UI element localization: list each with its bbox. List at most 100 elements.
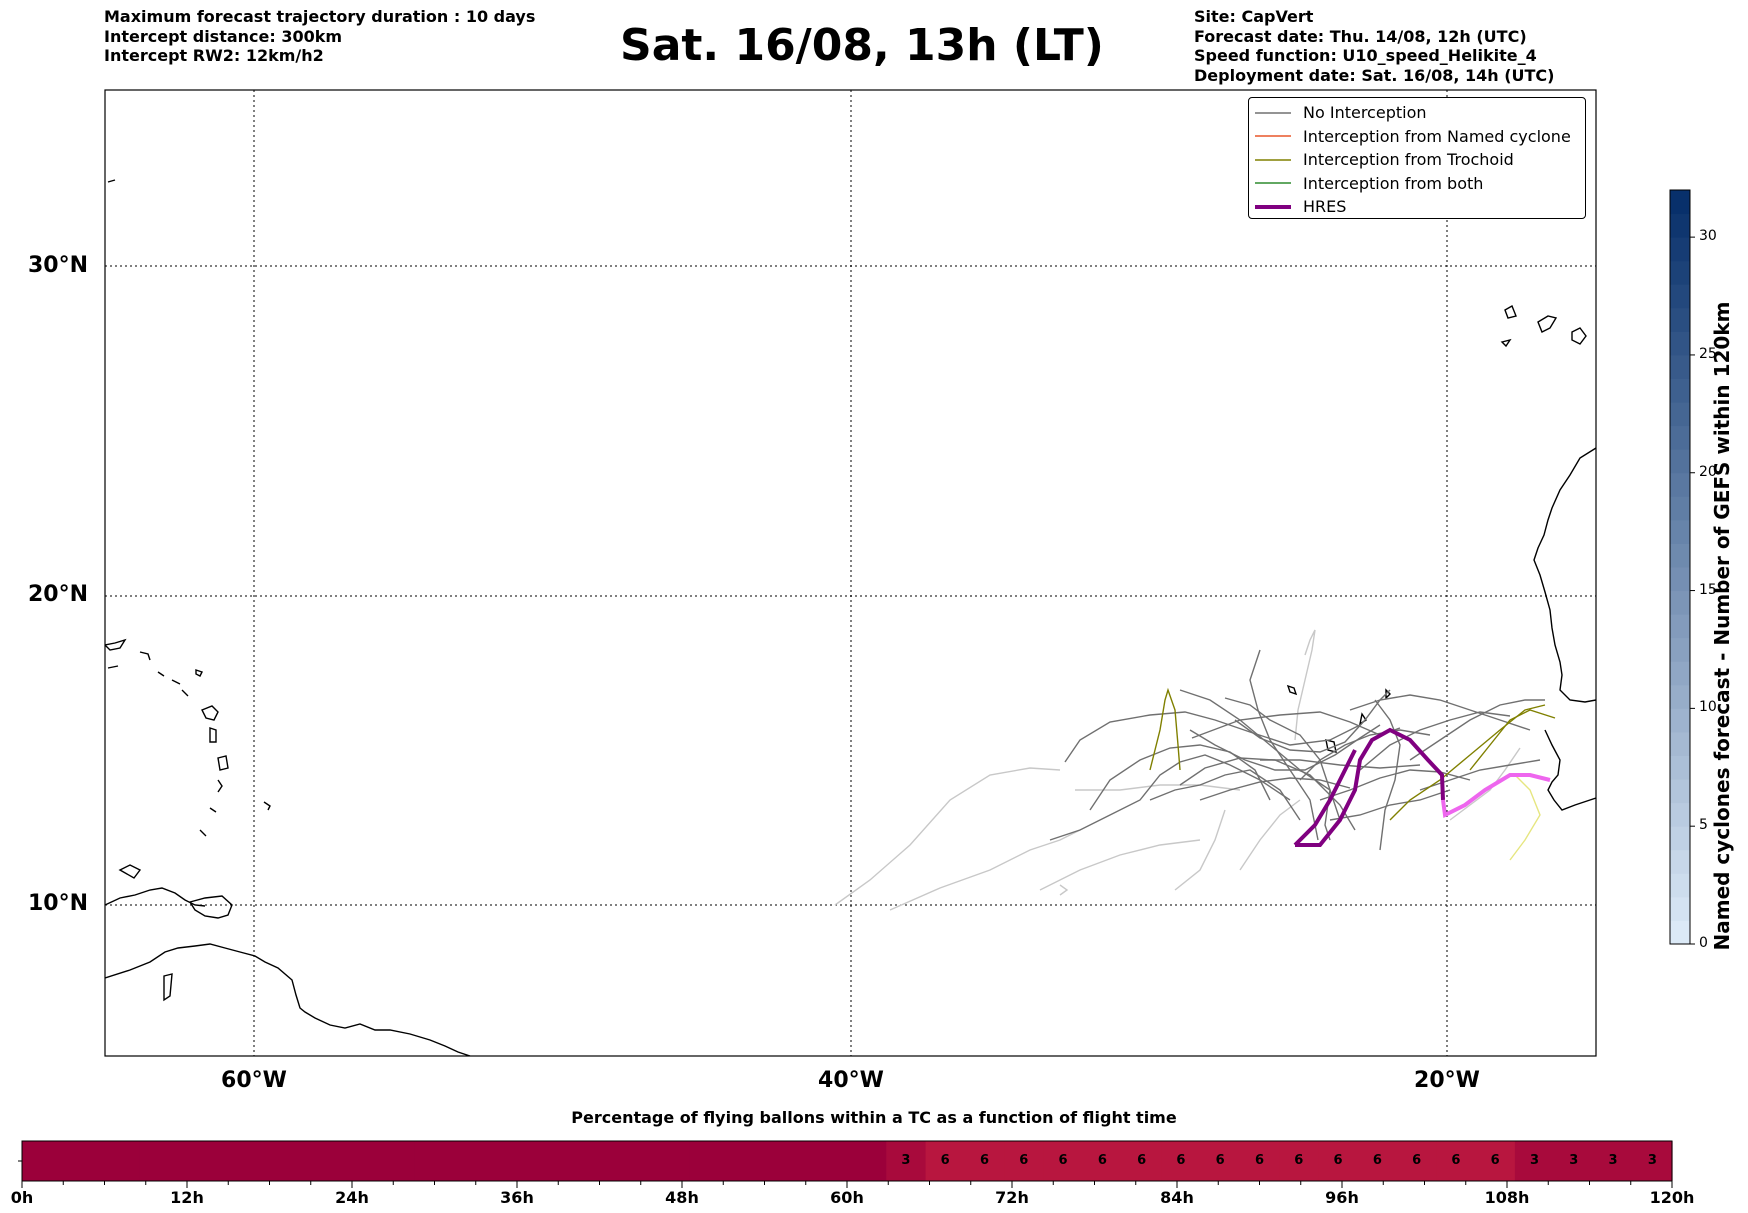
- cuba-fragment: [105, 638, 127, 651]
- timeline-cell-label: 6: [1451, 1153, 1461, 1168]
- trajectory-line: [1039, 839, 1201, 891]
- trajectory-line: [1149, 769, 1301, 821]
- colorbar-segment: [1670, 472, 1690, 497]
- legend-item-both: Interception from both: [1255, 173, 1484, 193]
- trajectory-line: [1319, 769, 1471, 801]
- timeline-cell: [61, 1141, 102, 1181]
- colorbar-segment: [1670, 307, 1690, 332]
- island-8: [118, 864, 142, 879]
- timeline-cell-label: 6: [1412, 1153, 1422, 1168]
- timeline-cell: [532, 1141, 573, 1181]
- timeline-cell: [1200, 1141, 1241, 1181]
- timeline-cell: [139, 1141, 180, 1181]
- colorbar-segment: [1670, 920, 1690, 945]
- trajectory-line: [1064, 711, 1361, 763]
- timeline-title: Percentage of flying ballons within a TC…: [571, 1108, 1177, 1127]
- tc-timeline-bar: [18, 1140, 1673, 1188]
- page-title: Sat. 16/08, 13h (LT): [620, 20, 1104, 71]
- timeline-tick-label: 0h: [10, 1188, 34, 1207]
- timeline-cell-label: 6: [1254, 1153, 1264, 1168]
- trajectory-line: [1374, 699, 1401, 851]
- trajectory-line: [1295, 727, 1445, 847]
- colorbar-segment: [1670, 708, 1690, 733]
- colorbar-segment: [1670, 826, 1690, 851]
- colorbar-segment: [1670, 260, 1690, 285]
- timeline-cell: [297, 1141, 337, 1181]
- timeline-cell: [218, 1141, 259, 1181]
- colorbar-segment: [1670, 213, 1690, 238]
- timeline-cell-label: 6: [1333, 1153, 1343, 1168]
- cape-verde-1: [1286, 684, 1298, 696]
- trajectory-line: [1260, 759, 1421, 769]
- coastlines: [105, 179, 1596, 1056]
- timeline-cell-label: 6: [1176, 1153, 1186, 1168]
- trajectory-line: [1049, 754, 1291, 841]
- canary-1: [1504, 304, 1517, 319]
- trajectory-line: [1199, 777, 1351, 801]
- timeline-tick-label: 120h: [1649, 1188, 1695, 1207]
- timeline-tick-label: 48h: [665, 1188, 699, 1207]
- island-6: [217, 755, 229, 771]
- timeline-tick-label: 108h: [1484, 1188, 1530, 1207]
- timeline-cell: [611, 1141, 652, 1181]
- island-4: [201, 705, 219, 721]
- trajectory-line: [1234, 689, 1391, 753]
- timeline-cell: [414, 1141, 455, 1181]
- colorbar-segment: [1670, 284, 1690, 309]
- colorbar-segment: [1670, 637, 1690, 662]
- trajectory-line: [1299, 729, 1431, 781]
- colorbar-segment: [1670, 449, 1690, 474]
- timeline-cell: [1554, 1141, 1595, 1181]
- colorbar-tick-label: 15: [1699, 581, 1717, 598]
- colorbar-segment: [1670, 614, 1690, 639]
- colorbar-tick-label: 30: [1699, 228, 1717, 245]
- lon-label-40w: 40°W: [818, 1068, 884, 1093]
- canary-2: [1537, 315, 1558, 333]
- timeline-tick-label: 60h: [830, 1188, 864, 1207]
- timeline-cell: [375, 1141, 416, 1181]
- timeline-cell: [1397, 1141, 1437, 1181]
- timeline-cell-label: 6: [1137, 1153, 1147, 1168]
- timeline-cell-label: 6: [940, 1153, 950, 1168]
- timeline-cell: [1082, 1141, 1123, 1181]
- deployment-date-text: Deployment date: Sat. 16/08, 14h (UTC): [1194, 65, 1555, 85]
- timeline-tick-label: 24h: [335, 1188, 369, 1207]
- trajectory-line: [1349, 694, 1531, 731]
- timeline-cell-label: 3: [1569, 1153, 1579, 1168]
- canary-3: [1571, 327, 1587, 345]
- south-america-coast: [105, 943, 471, 1056]
- timeline-cell-label: 6: [1097, 1153, 1107, 1168]
- trajectory-line: [1409, 699, 1545, 761]
- header-info-left: Maximum forecast trajectory duration : 1…: [104, 7, 535, 66]
- lat-label-30n: 30°N: [27, 253, 88, 278]
- timeline-cell-label: 6: [1215, 1153, 1225, 1168]
- cape-verde-2: [1325, 739, 1337, 753]
- trajectory-line: [834, 767, 1061, 906]
- trajectory-line: [1224, 697, 1331, 841]
- speed-function-text: Speed function: U10_speed_Helikite_4: [1194, 46, 1537, 65]
- legend-item-trochoid: Interception from Trochoid: [1255, 150, 1514, 170]
- intercept-rw2-text: Intercept RW2: 12km/h2: [104, 46, 324, 65]
- timeline-cell-label: 6: [1019, 1153, 1029, 1168]
- lat-label-10n: 10°N: [27, 891, 88, 916]
- trajectory-line: [1239, 799, 1301, 871]
- colorbar-segment: [1670, 755, 1690, 780]
- legend-item-named-cyclone: Interception from Named cyclone: [1255, 126, 1571, 146]
- trajectory-line: [889, 829, 1081, 911]
- island-7: [263, 801, 271, 811]
- header-info-right: Site: CapVert Forecast date: Thu. 14/08,…: [1194, 7, 1554, 85]
- island-9: [163, 973, 173, 1002]
- timeline-cell-label: 6: [1490, 1153, 1500, 1168]
- timeline-cell: [1318, 1141, 1359, 1181]
- colorbar-segment: [1670, 190, 1690, 215]
- timeline-cell: [1357, 1141, 1398, 1181]
- colorbar-segment: [1670, 543, 1690, 568]
- colorbar: [1669, 189, 1695, 945]
- island-5: [209, 727, 217, 743]
- island-10: [107, 179, 116, 183]
- timeline-cell: [1043, 1141, 1084, 1181]
- colorbar-segment: [1670, 896, 1690, 921]
- lon-label-20w: 20°W: [1414, 1068, 1480, 1093]
- colorbar-segment: [1670, 354, 1690, 379]
- timeline-cell: [257, 1141, 298, 1181]
